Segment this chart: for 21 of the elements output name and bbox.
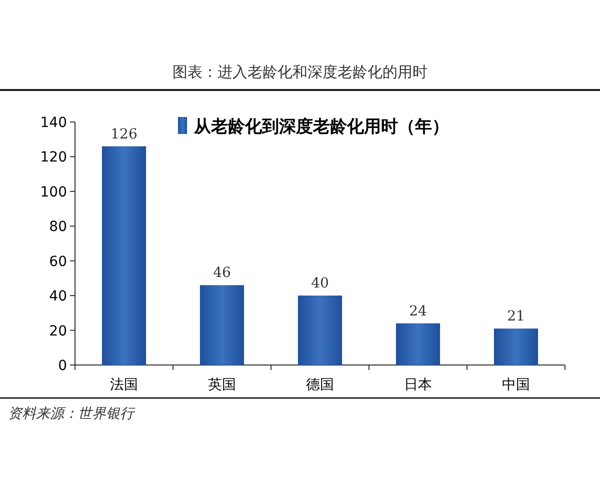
y-tick-label: 120 [40,150,67,166]
data-label: 40 [311,276,329,292]
x-tick-label: 法国 [110,377,138,393]
y-tick-label: 80 [49,219,67,236]
y-tick-label: 0 [58,358,67,374]
title: 图表：进入老龄化和深度老龄化的用时 [172,63,428,81]
y-tick-label: 100 [40,184,67,200]
y-tick-label: 40 [49,288,67,305]
data-label: 21 [507,308,525,325]
data-label: 24 [409,303,427,320]
x-tick-label: 英国 [208,377,236,393]
legend-label: 从老龄化到深度老龄化用时（年） [193,117,449,137]
y-tick-label: 140 [40,115,67,131]
text: 资料来源：世界银行 [8,406,136,422]
data-label: 46 [213,265,231,282]
data-label: 126 [110,126,138,142]
x-tick-label: 日本 [404,377,432,393]
x-tick-label: 德国 [306,377,334,393]
y-tick-label: 60 [49,254,67,270]
y-tick-label: 20 [49,323,67,340]
x-tick-label: 中国 [502,377,530,393]
